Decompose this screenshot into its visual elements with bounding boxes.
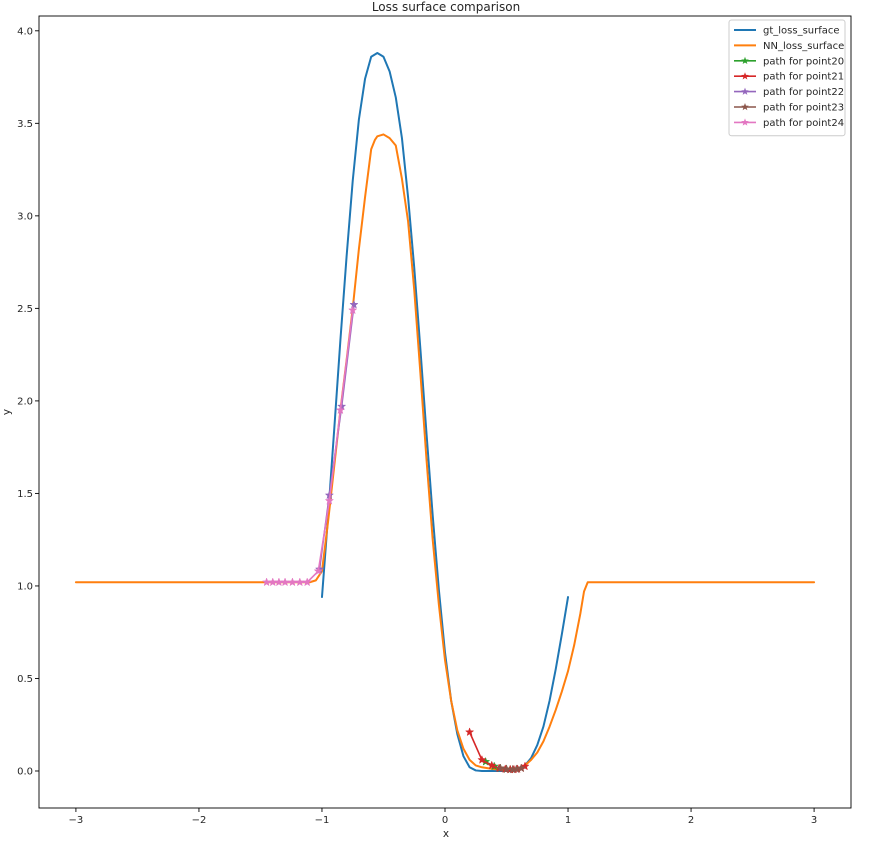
legend-marker <box>741 87 749 95</box>
legend-label: path for point21 <box>763 72 844 83</box>
data-point <box>464 727 475 737</box>
y-axis-label: y <box>1 409 13 415</box>
data-point <box>516 763 526 773</box>
series-5 <box>495 763 526 774</box>
data-point <box>313 566 323 576</box>
data-point <box>487 760 497 770</box>
y-tick-label: 2.5 <box>17 304 33 315</box>
data-point <box>520 761 530 771</box>
legend-marker <box>741 72 749 80</box>
plot-area <box>74 52 816 774</box>
legend-label: path for point22 <box>763 87 844 98</box>
legend-entry: path for point22 <box>734 87 844 98</box>
data-point <box>349 299 359 309</box>
legend-marker <box>741 103 749 111</box>
y-tick-label: 0.5 <box>17 674 33 685</box>
legend-label: path for point24 <box>763 118 844 129</box>
legend-box <box>728 19 846 137</box>
data-point <box>477 754 487 764</box>
legend-entry: path for point21 <box>734 72 844 83</box>
legend-entry: NN_loss_surface <box>734 41 844 52</box>
y-tick-label: 1.0 <box>17 581 33 592</box>
data-point <box>335 405 346 415</box>
legend-marker <box>741 56 749 65</box>
y-tick-label: 3.0 <box>17 211 33 222</box>
x-tick-label: 1 <box>565 815 571 826</box>
legend-entry: path for point23 <box>734 103 844 114</box>
x-axis-label: x <box>443 828 449 840</box>
y-tick-label: 3.5 <box>17 119 33 130</box>
series-6 <box>261 305 358 587</box>
data-point <box>501 764 512 774</box>
x-tick-label: −2 <box>192 815 207 826</box>
data-point <box>495 763 506 773</box>
legend-label: path for point23 <box>763 103 844 114</box>
x-tick-label: 2 <box>688 815 694 826</box>
y-tick-label: 2.0 <box>17 396 33 407</box>
data-point <box>324 495 335 505</box>
y-tick-label: 0.0 <box>17 766 33 777</box>
x-tick-label: −1 <box>315 815 330 826</box>
legend-label: gt_loss_surface <box>763 26 840 37</box>
y-tick-label: 1.5 <box>17 489 33 500</box>
legend-entry: path for point24 <box>734 118 844 129</box>
y-tick-label: 4.0 <box>17 26 33 37</box>
legend-label: NN_loss_surface <box>763 41 844 52</box>
legend-entry: path for point20 <box>734 56 844 67</box>
legend-label: path for point20 <box>763 56 844 67</box>
axes: −3 −2 −1 0 1 2 3 0.0 0.5 1.0 1.5 2.0 2.5 3.0 3.5 4.0 <box>17 15 852 826</box>
legend-entry: gt_loss_surface <box>734 26 840 37</box>
data-point <box>302 577 312 587</box>
data-point <box>348 305 358 315</box>
x-tick-label: 0 <box>442 815 448 826</box>
legend-marker <box>741 118 749 126</box>
chart-title: Loss surface comparison <box>372 0 520 14</box>
x-tick-label: 3 <box>811 815 817 826</box>
x-tick-label: −3 <box>69 815 84 826</box>
